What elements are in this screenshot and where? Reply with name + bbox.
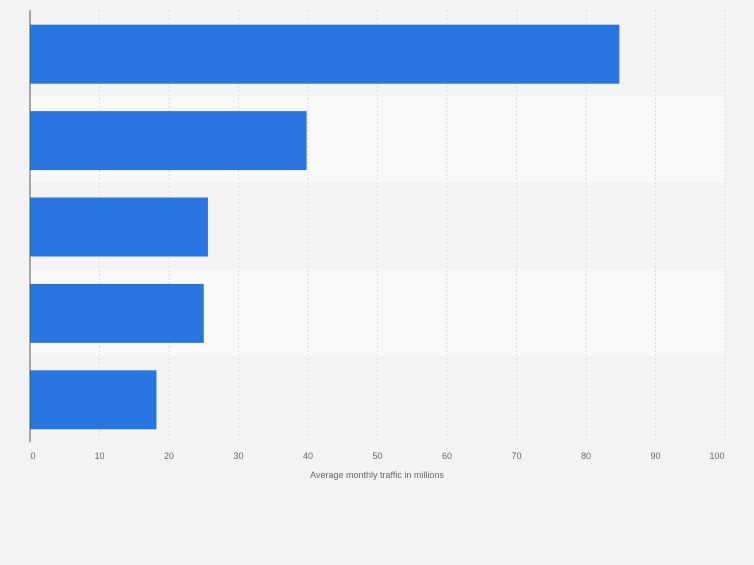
bar	[30, 197, 208, 257]
x-axis-ticks: 0 10 20 30 40 50 60 70 80 90 100	[30, 451, 724, 461]
x-tick-label: 80	[581, 451, 591, 461]
bar	[30, 111, 307, 171]
x-tick-label: 30	[233, 451, 243, 461]
x-tick-label: 70	[511, 451, 521, 461]
bars	[30, 24, 620, 430]
x-tick-label: 100	[709, 451, 724, 461]
x-tick-label: 20	[164, 451, 174, 461]
x-tick-label: 40	[303, 451, 313, 461]
x-tick-label: 50	[372, 451, 382, 461]
x-tick-label: 10	[94, 451, 104, 461]
bar	[30, 370, 157, 430]
bar	[30, 24, 620, 84]
bar	[30, 283, 204, 343]
x-tick-label: 90	[650, 451, 660, 461]
x-axis-title: Average monthly traffic in millions	[310, 470, 444, 480]
x-tick-label: 60	[442, 451, 452, 461]
x-tick-label: 0	[30, 451, 35, 461]
